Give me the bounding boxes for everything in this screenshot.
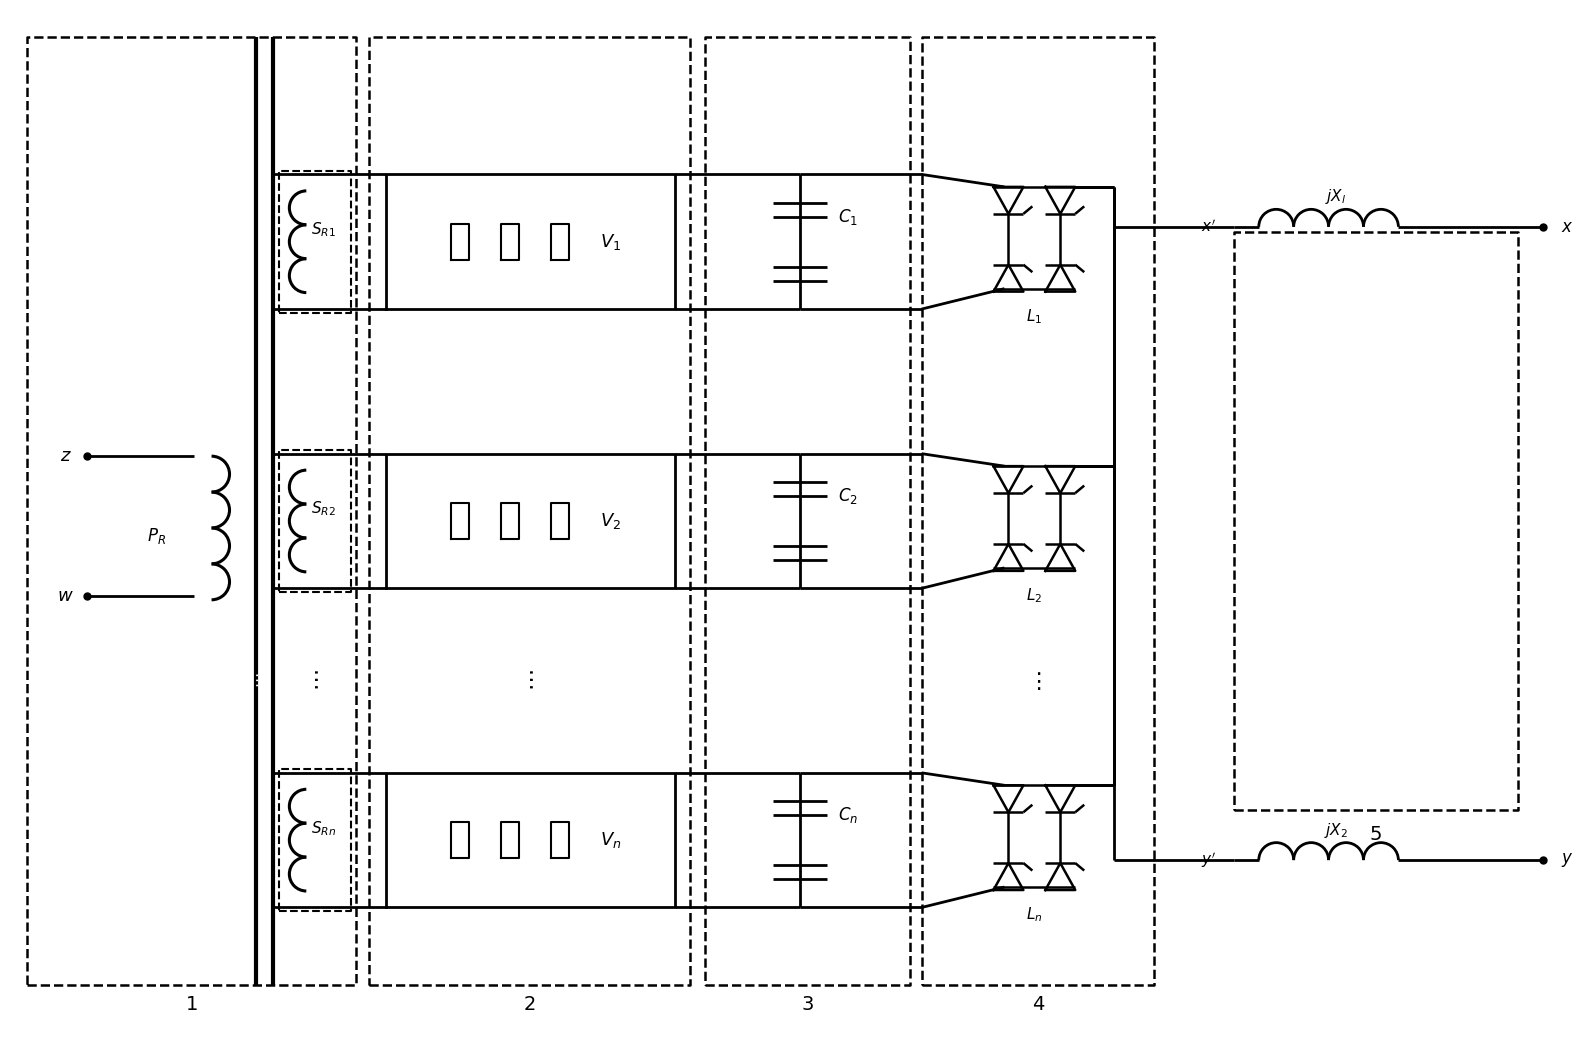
Text: $L_2$: $L_2$ (1027, 586, 1042, 605)
Text: 4: 4 (1031, 995, 1044, 1014)
Text: $x'$: $x'$ (1200, 219, 1216, 235)
Text: $L_1$: $L_1$ (1027, 307, 1042, 326)
Text: $jX_2$: $jX_2$ (1325, 820, 1349, 840)
Text: $\cdots$: $\cdots$ (521, 669, 540, 691)
Text: $y'$: $y'$ (1200, 850, 1216, 870)
Text: w: w (57, 587, 72, 605)
Text: $\cdots$: $\cdots$ (306, 669, 327, 691)
Text: $C_n$: $C_n$ (838, 805, 858, 826)
Text: V$_1$: V$_1$ (599, 232, 622, 252)
Text: $L_n$: $L_n$ (1027, 906, 1042, 924)
Text: $jX_l$: $jX_l$ (1325, 187, 1347, 206)
Text: V$_n$: V$_n$ (599, 830, 622, 850)
Text: $\vdots$: $\vdots$ (1027, 669, 1041, 691)
Text: 3: 3 (802, 995, 813, 1014)
Text: 5: 5 (1369, 826, 1382, 844)
Text: $x$: $x$ (1561, 218, 1573, 235)
Text: $C_2$: $C_2$ (838, 486, 858, 506)
Text: $S_{R2}$: $S_{R2}$ (311, 500, 336, 518)
Text: $S_{Rn}$: $S_{Rn}$ (311, 819, 336, 838)
Text: $\cdots$: $\cdots$ (249, 672, 265, 688)
Text: 2: 2 (523, 995, 536, 1014)
Text: $P_R$: $P_R$ (147, 526, 166, 545)
Text: V$_2$: V$_2$ (599, 511, 622, 531)
Text: $C_1$: $C_1$ (838, 207, 858, 227)
Text: $S_{R1}$: $S_{R1}$ (311, 221, 336, 239)
Text: $y$: $y$ (1561, 852, 1573, 869)
Text: z: z (61, 448, 70, 465)
Text: 1: 1 (185, 995, 198, 1014)
